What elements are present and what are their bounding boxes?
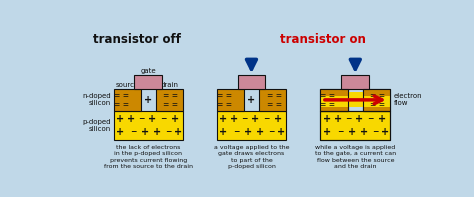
Bar xyxy=(156,89,183,111)
Text: +: + xyxy=(277,127,285,137)
Bar xyxy=(320,111,390,140)
Text: = =: = = xyxy=(114,91,128,100)
Bar xyxy=(135,75,162,89)
Bar xyxy=(259,89,286,111)
Text: +: + xyxy=(127,114,135,124)
Text: +: + xyxy=(219,114,228,124)
Text: −: − xyxy=(337,127,343,136)
Text: +: + xyxy=(334,114,342,124)
Text: +: + xyxy=(117,114,125,124)
Text: gate: gate xyxy=(141,68,156,74)
Text: +: + xyxy=(148,114,156,124)
Text: a voltage applied to the
gate draws electrons
to part of the
p-doped silicon: a voltage applied to the gate draws elec… xyxy=(214,145,289,169)
Text: −: − xyxy=(264,114,270,123)
Text: +: + xyxy=(171,114,179,124)
Text: +: + xyxy=(117,127,125,137)
Text: −: − xyxy=(165,127,171,136)
Text: +: + xyxy=(173,127,182,137)
Text: +: + xyxy=(360,127,368,137)
Bar xyxy=(363,89,390,96)
Text: +: + xyxy=(244,127,252,137)
Text: n-doped
silicon: n-doped silicon xyxy=(82,93,111,106)
Text: = =: = = xyxy=(164,91,179,100)
Bar xyxy=(341,75,369,89)
Text: −: − xyxy=(372,127,378,136)
Text: = =: = = xyxy=(266,100,282,109)
Text: +: + xyxy=(381,127,389,137)
Text: = =: = = xyxy=(217,91,232,100)
Text: +: + xyxy=(251,114,259,124)
Bar xyxy=(320,111,390,140)
Text: = =: = = xyxy=(266,91,282,100)
Bar xyxy=(217,89,244,111)
Text: source: source xyxy=(116,82,139,87)
Text: drain: drain xyxy=(161,82,179,87)
Text: = =: = = xyxy=(114,100,128,109)
Bar xyxy=(363,89,390,111)
Bar xyxy=(217,111,286,140)
Text: −: − xyxy=(130,127,136,136)
Bar xyxy=(237,75,265,89)
Text: −: − xyxy=(233,127,239,136)
Bar xyxy=(113,89,141,111)
Bar xyxy=(113,111,183,140)
Text: the lack of electrons
in the p-doped silicon
prevents current flowing
from the s: the lack of electrons in the p-doped sil… xyxy=(104,145,193,169)
Text: −: − xyxy=(241,114,247,123)
Bar xyxy=(320,89,347,111)
Text: +: + xyxy=(323,114,331,124)
Bar xyxy=(363,107,390,111)
Text: transistor on: transistor on xyxy=(280,33,365,46)
Text: −: − xyxy=(367,114,374,123)
Text: −: − xyxy=(161,114,167,123)
Text: +: + xyxy=(153,127,161,137)
Text: −: − xyxy=(345,114,352,123)
Text: +: + xyxy=(219,127,228,137)
Text: +: + xyxy=(256,127,264,137)
Bar xyxy=(320,92,390,107)
Bar xyxy=(320,89,347,111)
Text: −: − xyxy=(268,127,274,136)
Text: +: + xyxy=(247,95,255,105)
Text: while a voltage is applied
to the gate, a current can
flow between the source
an: while a voltage is applied to the gate, … xyxy=(315,145,396,169)
Text: +: + xyxy=(230,114,238,124)
Text: electron
flow: electron flow xyxy=(394,93,423,106)
Text: = =: = = xyxy=(164,100,179,109)
Text: = =: = = xyxy=(320,91,336,100)
Text: transistor off: transistor off xyxy=(93,33,181,46)
Text: +: + xyxy=(141,127,149,137)
Text: +: + xyxy=(274,114,282,124)
Bar xyxy=(320,89,347,96)
Bar xyxy=(320,107,347,111)
Text: = =: = = xyxy=(370,91,385,100)
Text: +: + xyxy=(378,114,386,124)
Text: +: + xyxy=(348,127,356,137)
Bar xyxy=(363,89,390,111)
Text: +: + xyxy=(323,127,331,137)
Text: +: + xyxy=(355,114,363,124)
Text: −: − xyxy=(138,114,145,123)
Text: = =: = = xyxy=(320,100,336,109)
Text: p-doped
silicon: p-doped silicon xyxy=(82,119,111,132)
Text: = =: = = xyxy=(370,100,385,109)
Text: = =: = = xyxy=(217,100,232,109)
Text: +: + xyxy=(144,95,153,105)
